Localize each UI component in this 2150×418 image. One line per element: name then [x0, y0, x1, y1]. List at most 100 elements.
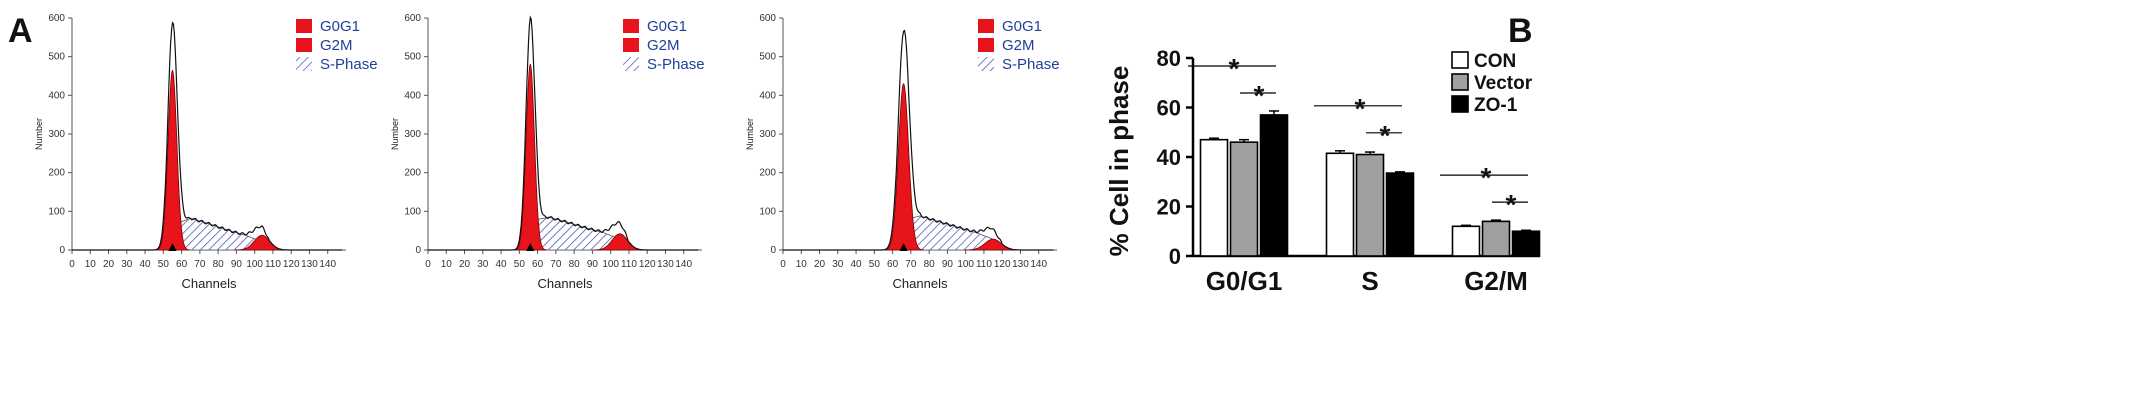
s-phase-area [166, 217, 271, 251]
x-tick-label: 20 [103, 259, 115, 270]
y-tick-label: 0 [415, 245, 421, 256]
y-tick-label: 400 [404, 90, 421, 101]
x-tick-label: 40 [140, 259, 152, 270]
legend-swatch-g0g1 [978, 19, 994, 33]
y-tick-label: 0 [770, 245, 776, 256]
x-tick-label: 0 [425, 259, 431, 270]
x-tick-label: 110 [976, 259, 992, 270]
legend-swatch-s-phase [978, 57, 994, 71]
x-tick-label: 0 [780, 259, 786, 270]
legend-swatch-g2m [296, 38, 312, 52]
x-tick-label: 10 [441, 259, 453, 270]
y-tick-label: 600 [48, 13, 65, 24]
x-axis-title: Channels [182, 276, 237, 291]
legend-label-con: CON [1474, 51, 1516, 72]
g0g1-peak [513, 63, 548, 251]
peak-marker-triangle [899, 243, 908, 251]
bar-y-axis-title: % Cell in phase [1104, 66, 1134, 257]
y-tick-label: 400 [759, 90, 776, 101]
x-tick-label: 120 [639, 259, 656, 270]
x-tick-label: 90 [587, 259, 599, 270]
legend-swatch-s-phase [623, 57, 639, 71]
y-axis-title: Number [390, 118, 400, 150]
legend-swatch-con [1451, 51, 1469, 69]
x-tick-label: 20 [459, 259, 471, 270]
x-tick-label: 50 [158, 259, 170, 270]
bar-y-tick-label: 80 [1157, 46, 1181, 71]
x-tick-label: 30 [121, 259, 133, 270]
bar-vector-g2-m [1481, 220, 1511, 257]
x-tick-label: 70 [194, 259, 206, 270]
y-tick-label: 500 [404, 52, 421, 63]
y-tick-label: 300 [404, 129, 421, 140]
legend-label-s-phase: S-Phase [320, 56, 378, 73]
x-tick-label: 0 [69, 259, 75, 270]
x-tick-label: 70 [905, 259, 917, 270]
bar-vector-g0-g1 [1229, 141, 1259, 257]
x-tick-label: 140 [675, 259, 692, 270]
legend-label-g0g1: G0G1 [647, 18, 687, 35]
histogram-legend: G0G1 G2M S-Phase [296, 18, 378, 73]
y-tick-label: 200 [759, 168, 776, 179]
x-tick-label: 60 [176, 259, 188, 270]
x-tick-label: 80 [924, 259, 936, 270]
bar-y-tick-label: 40 [1157, 145, 1181, 170]
x-tick-label: 110 [621, 259, 637, 270]
legend-swatch-zo-1 [1451, 95, 1469, 113]
x-tick-label: 70 [550, 259, 562, 270]
legend-label-s-phase: S-Phase [647, 56, 705, 73]
x-tick-label: 90 [942, 259, 954, 270]
y-tick-label: 200 [404, 168, 421, 179]
bar-zo-1-s [1385, 172, 1415, 257]
x-tick-label: 40 [851, 259, 863, 270]
x-tick-label: 130 [1012, 259, 1029, 270]
x-tick-label: 120 [283, 259, 300, 270]
y-tick-label: 300 [48, 129, 65, 140]
bar-vector-s [1355, 153, 1385, 257]
legend-label-g2m: G2M [1002, 37, 1035, 54]
legend-label-g0g1: G0G1 [320, 18, 360, 35]
x-tick-label: 50 [869, 259, 881, 270]
x-tick-label: 10 [85, 259, 97, 270]
legend-swatch-vector [1451, 73, 1469, 91]
g0g1-peak [154, 69, 191, 251]
legend-swatch-s-phase [296, 57, 312, 71]
y-axis-title: Number [34, 118, 44, 150]
x-tick-label: 130 [301, 259, 318, 270]
bar-category-label: G0/G1 [1206, 266, 1283, 296]
significance-star: * [1506, 189, 1517, 220]
histogram-legend: G0G1 G2M S-Phase [978, 18, 1060, 73]
x-tick-label: 20 [814, 259, 826, 270]
bar-chart: 0 20 40 60 80 % Cell in phase G0/G1 * * S * * G2/M * *… [1104, 46, 1541, 296]
bar-con-s [1325, 152, 1355, 257]
legend-label-zo-1: ZO-1 [1474, 95, 1518, 116]
y-tick-label: 600 [404, 13, 421, 24]
data-envelope-line [428, 15, 699, 251]
histogram-legend: G0G1 G2M S-Phase [623, 18, 705, 73]
y-tick-label: 100 [48, 206, 65, 217]
bar-y-tick-label: 20 [1157, 195, 1181, 220]
data-envelope-line [783, 29, 1054, 251]
y-axis-title: Number [745, 118, 755, 150]
y-tick-label: 0 [59, 245, 65, 256]
x-tick-label: 30 [477, 259, 489, 270]
panel-label-a: A [8, 12, 33, 50]
x-tick-label: 80 [213, 259, 225, 270]
x-tick-label: 30 [832, 259, 844, 270]
x-tick-label: 50 [514, 259, 526, 270]
g0g1-peak [882, 83, 925, 251]
bar-y-tick-label: 60 [1157, 96, 1181, 121]
significance-star: * [1481, 162, 1492, 193]
x-tick-label: 90 [231, 259, 243, 270]
legend-swatch-g0g1 [623, 19, 639, 33]
bar-zo-1-g2-m [1511, 230, 1541, 257]
y-tick-label: 200 [48, 168, 65, 179]
x-tick-label: 140 [1030, 259, 1047, 270]
bar-y-tick-label: 0 [1169, 244, 1181, 269]
x-tick-label: 140 [319, 259, 336, 270]
legend-label-g2m: G2M [647, 37, 680, 54]
